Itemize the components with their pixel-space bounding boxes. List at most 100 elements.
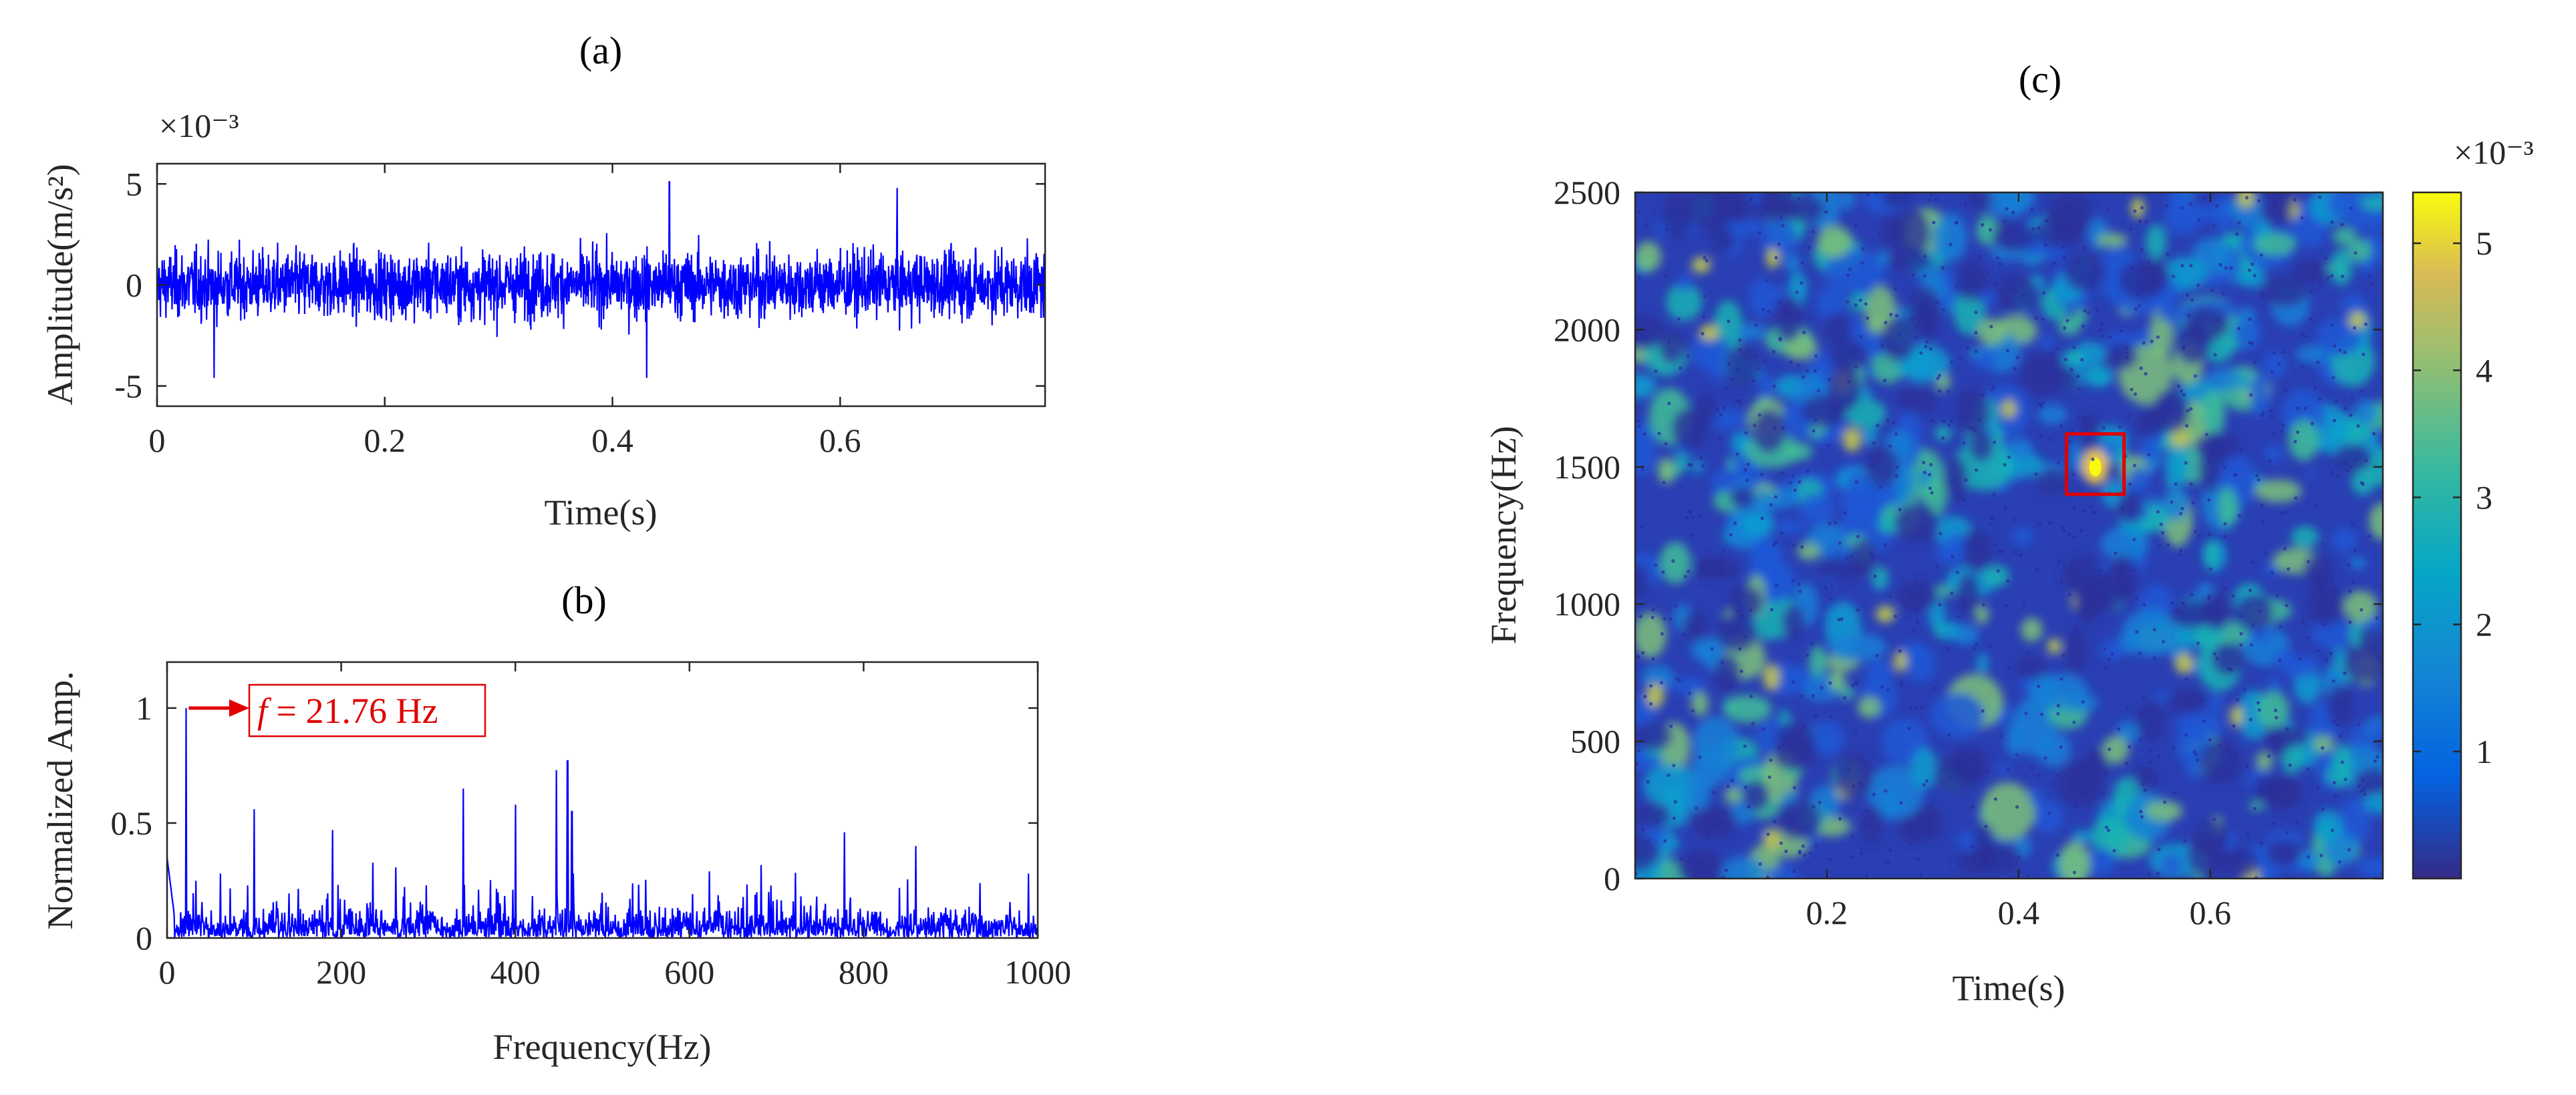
heatmap-minimum — [2251, 623, 2255, 627]
heatmap-minimum — [2253, 274, 2257, 278]
heatmap-cell — [1975, 605, 1989, 625]
heatmap-minimum — [2013, 289, 2017, 293]
heatmap-minimum — [2331, 470, 2335, 474]
heatmap-minimum — [2030, 207, 2034, 212]
heatmap-minimum — [1854, 303, 1858, 307]
heatmap-minimum — [2001, 549, 2005, 553]
heatmap-minimum — [2114, 551, 2118, 555]
heatmap-minimum — [2281, 349, 2285, 354]
heatmap-cell — [1977, 653, 1989, 674]
heatmap-minimum — [1798, 480, 1802, 484]
heatmap-minimum — [2073, 625, 2078, 629]
heatmap-cell — [2363, 790, 2383, 814]
heatmap-minimum — [2352, 326, 2357, 330]
heatmap-minimum — [2239, 614, 2243, 618]
heatmap-minimum — [1698, 514, 1702, 518]
heatmap-minimum — [2128, 226, 2133, 231]
heatmap-minimum — [2223, 465, 2227, 469]
heatmap-minimum — [1971, 844, 1975, 848]
heatmap-minimum — [1893, 614, 1898, 619]
panel-a-xtick-label: 0.2 — [364, 422, 406, 459]
heatmap-minimum — [1935, 565, 1939, 569]
heatmap-minimum — [2316, 360, 2320, 364]
heatmap-minimum — [1779, 472, 1784, 476]
heatmap-minimum — [1833, 520, 1838, 524]
heatmap-minimum — [1773, 820, 1777, 824]
heatmap-minimum — [1950, 555, 1955, 559]
heatmap-minimum — [2056, 460, 2060, 464]
heatmap-minimum — [1930, 491, 1934, 495]
heatmap-minimum — [2013, 550, 2017, 554]
heatmap-minimum — [1812, 805, 1816, 809]
heatmap-cell — [1935, 425, 1952, 442]
heatmap-minimum — [1689, 463, 1693, 467]
heatmap-cell — [2353, 399, 2377, 426]
heatmap-minimum — [2190, 298, 2194, 302]
heatmap-minimum — [1808, 851, 1812, 856]
heatmap-cell — [1659, 542, 1691, 584]
heatmap-minimum — [1777, 746, 1781, 750]
heatmap-hotspot — [2174, 653, 2194, 674]
heatmap-minimum — [1685, 207, 1690, 212]
heatmap-minimum — [2098, 569, 2102, 573]
heatmap-low — [2303, 553, 2333, 589]
heatmap-cell — [2370, 721, 2383, 740]
heatmap-minimum — [2340, 760, 2344, 764]
heatmap-low — [2261, 277, 2307, 307]
heatmap-image — [1635, 192, 2383, 879]
heatmap-minimum — [1916, 856, 1920, 861]
heatmap-minimum — [2138, 651, 2142, 655]
heatmap-minimum — [2055, 347, 2059, 351]
heatmap-minimum — [2125, 351, 2129, 355]
heatmap-minimum — [1644, 222, 1648, 226]
heatmap-minimum — [1698, 755, 1702, 760]
heatmap-minimum — [1947, 733, 1951, 737]
heatmap-minimum — [2321, 622, 2325, 626]
heatmap-minimum — [1954, 220, 1958, 225]
heatmap-cell — [2254, 232, 2296, 256]
heatmap-minimum — [2026, 651, 2030, 655]
heatmap-low — [2354, 768, 2383, 795]
heatmap-minimum — [1847, 379, 1851, 383]
heatmap-cell — [2235, 315, 2261, 351]
heatmap-cell — [2357, 857, 2383, 878]
heatmap-minimum — [2144, 788, 2148, 792]
heatmap-minimum — [2130, 266, 2134, 270]
heatmap-minimum — [1757, 230, 1761, 235]
heatmap-minimum — [1797, 197, 1801, 201]
heatmap-minimum — [2270, 369, 2274, 374]
heatmap-low — [1860, 805, 1883, 844]
heatmap-minimum — [1685, 515, 1689, 519]
heatmap-minimum — [2277, 361, 2281, 365]
heatmap-minimum — [1743, 635, 1747, 639]
heatmap-low — [2015, 655, 2047, 680]
heatmap-cell — [2239, 307, 2255, 323]
heatmap-minimum — [2108, 747, 2112, 752]
heatmap-low — [1635, 315, 1665, 349]
heatmap-minimum — [2321, 746, 2325, 750]
heatmap-minimum — [1717, 200, 1721, 204]
heatmap-minimum — [1929, 462, 1933, 467]
heatmap-minimum — [1769, 503, 1773, 507]
heatmap-minimum — [1856, 608, 1860, 612]
heatmap-minimum — [1657, 432, 1661, 436]
heatmap-minimum — [1974, 310, 1978, 315]
heatmap-minimum — [1843, 511, 1847, 515]
heatmap-minimum — [1936, 376, 1940, 381]
heatmap-cell — [2343, 590, 2378, 623]
heatmap-minimum — [2188, 202, 2192, 206]
heatmap-minimum — [1992, 492, 1996, 496]
heatmap-cell — [1953, 290, 1986, 335]
heatmap-minimum — [1894, 432, 1898, 436]
panel-b-axes-frame — [166, 661, 1039, 939]
heatmap-minimum — [1646, 838, 1650, 842]
heatmap-minimum — [1723, 387, 1728, 391]
heatmap-minimum — [1710, 647, 1714, 651]
heatmap-minimum — [1735, 399, 1739, 403]
heatmap-minimum — [2245, 196, 2249, 200]
heatmap-cell — [1814, 684, 1831, 695]
heatmap-low — [2306, 583, 2345, 627]
annotation-text: f = 21.76 Hz — [257, 691, 438, 731]
heatmap-minimum — [1995, 863, 1999, 867]
heatmap-minimum — [1781, 224, 1785, 228]
